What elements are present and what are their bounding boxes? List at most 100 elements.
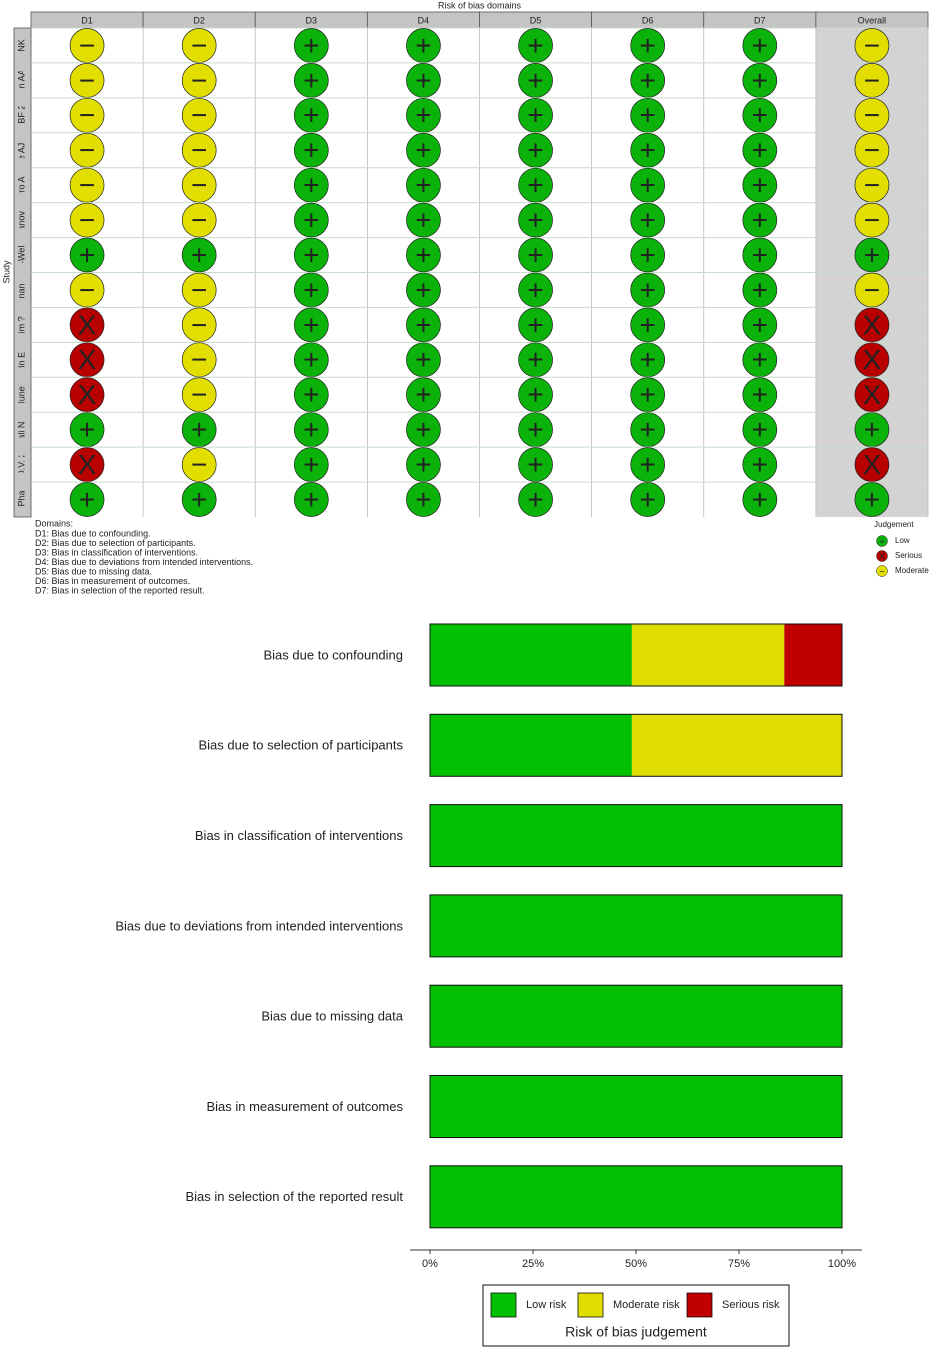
- bar-segment: [430, 894, 842, 957]
- judgement-symbol: +: [303, 484, 319, 515]
- legend-label: Serious: [895, 551, 922, 560]
- judgement-symbol: +: [527, 30, 543, 61]
- judgement-symbol: +: [640, 170, 656, 201]
- bar-segment: [430, 1075, 842, 1138]
- judgement-symbol: +: [640, 30, 656, 61]
- column-label: D7: [754, 15, 766, 25]
- judgement-symbol: +: [415, 170, 431, 201]
- legend-symbol: −: [879, 566, 884, 576]
- judgement-symbol: +: [864, 239, 880, 270]
- judgement-symbol: +: [527, 449, 543, 480]
- judgement-dot: [406, 482, 441, 517]
- judgement-symbol: +: [303, 274, 319, 305]
- judgement-symbol: −: [191, 30, 207, 61]
- judgement-symbol: +: [640, 379, 656, 410]
- legend-label: Low: [895, 536, 910, 545]
- bar-outline: [429, 894, 843, 958]
- judgement-symbol: −: [79, 135, 95, 166]
- judgement-symbol: +: [303, 414, 319, 445]
- judgement-symbol: X: [78, 449, 97, 480]
- study-label: hanovic: [16, 204, 26, 236]
- judgement-symbol: −: [191, 449, 207, 480]
- judgement-symbol: +: [752, 484, 768, 515]
- judgement-symbol: X: [78, 344, 97, 375]
- judgement-dot: [518, 482, 553, 517]
- study-label: Varro A 20: [16, 164, 26, 205]
- domain-text: D4: Bias due to deviations from intended…: [35, 557, 253, 567]
- legend-swatch: [490, 1292, 517, 1318]
- judgement-symbol: −: [79, 100, 95, 131]
- judgement-symbol: +: [640, 239, 656, 270]
- bar-outline: [429, 713, 843, 777]
- judgement-symbol: +: [640, 309, 656, 340]
- judgement-symbol: +: [752, 449, 768, 480]
- judgement-symbol: +: [752, 379, 768, 410]
- judgement-symbol: −: [191, 379, 207, 410]
- judgement-symbol: +: [415, 204, 431, 235]
- legend-label: Low risk: [526, 1299, 567, 1311]
- judgement-symbol: −: [79, 30, 95, 61]
- judgement-symbol: −: [79, 204, 95, 235]
- study-label: n–Wells: [16, 239, 26, 271]
- bar-segment: [631, 624, 785, 686]
- judgement-symbol: X: [863, 379, 882, 410]
- judgement-symbol: −: [864, 274, 880, 305]
- plot-title: Risk of bias domains: [438, 0, 522, 10]
- judgement-symbol: +: [191, 239, 207, 270]
- column-label: Overall: [858, 15, 887, 25]
- bar-segment: [430, 714, 632, 777]
- legend-label: Serious risk: [722, 1299, 780, 1311]
- judgement-symbol: −: [864, 30, 880, 61]
- judgement-symbol: +: [191, 414, 207, 445]
- judgement-symbol: +: [864, 484, 880, 515]
- judgement-symbol: +: [415, 274, 431, 305]
- judgement-symbol: −: [191, 100, 207, 131]
- judgement-symbol: −: [864, 135, 880, 166]
- judgement-symbol: +: [415, 414, 431, 445]
- judgement-symbol: +: [640, 65, 656, 96]
- legend-label: Moderate risk: [613, 1299, 680, 1311]
- study-label: Nunez: [16, 381, 26, 408]
- x-tick-label: 0%: [422, 1258, 438, 1270]
- study-label: MBF 20: [16, 100, 26, 132]
- legend-dot: [876, 565, 888, 577]
- judgement-symbol: +: [79, 239, 95, 270]
- judgement-symbol: −: [79, 170, 95, 201]
- judgement-symbol: −: [191, 65, 207, 96]
- bar-segment: [430, 985, 842, 1048]
- column-label: D2: [193, 15, 205, 25]
- judgement-symbol: +: [527, 414, 543, 445]
- judgement-symbol: +: [415, 100, 431, 131]
- judgement-symbol: +: [752, 170, 768, 201]
- judgement-symbol: X: [78, 309, 97, 340]
- judgement-symbol: −: [191, 309, 207, 340]
- x-tick-label: 50%: [625, 1258, 647, 1270]
- bar-segment: [430, 624, 632, 686]
- judgement-symbol: −: [191, 135, 207, 166]
- study-label: Dwin E 20: [16, 339, 26, 380]
- judgement-symbol: −: [79, 65, 95, 96]
- judgement-symbol: +: [303, 379, 319, 410]
- judgement-symbol: +: [303, 239, 319, 270]
- category-label: Bias in classification of interventions: [195, 828, 404, 843]
- legend-symbol: +: [879, 536, 884, 546]
- judgement-symbol: +: [752, 414, 768, 445]
- domain-text: D1: Bias due to confounding.: [35, 528, 151, 538]
- judgement-symbol: +: [415, 449, 431, 480]
- judgement-symbol: +: [752, 344, 768, 375]
- judgement-symbol: +: [527, 309, 543, 340]
- judgement-symbol: +: [415, 379, 431, 410]
- study-label: vrim ? 2: [16, 309, 26, 341]
- judgement-symbol: +: [303, 449, 319, 480]
- judgement-dot: [69, 482, 105, 517]
- judgement-symbol: +: [527, 274, 543, 305]
- judgement-dot: [630, 482, 666, 517]
- domain-text: D2: Bias due to selection of participant…: [35, 538, 196, 548]
- study-label: han AA 2: [16, 62, 26, 98]
- judgement-symbol: +: [303, 30, 319, 61]
- bar-outline: [429, 804, 843, 868]
- judgement-symbol: +: [527, 204, 543, 235]
- domain-text: D7: Bias in selection of the reported re…: [35, 585, 205, 595]
- x-tick-label: 75%: [728, 1258, 750, 1270]
